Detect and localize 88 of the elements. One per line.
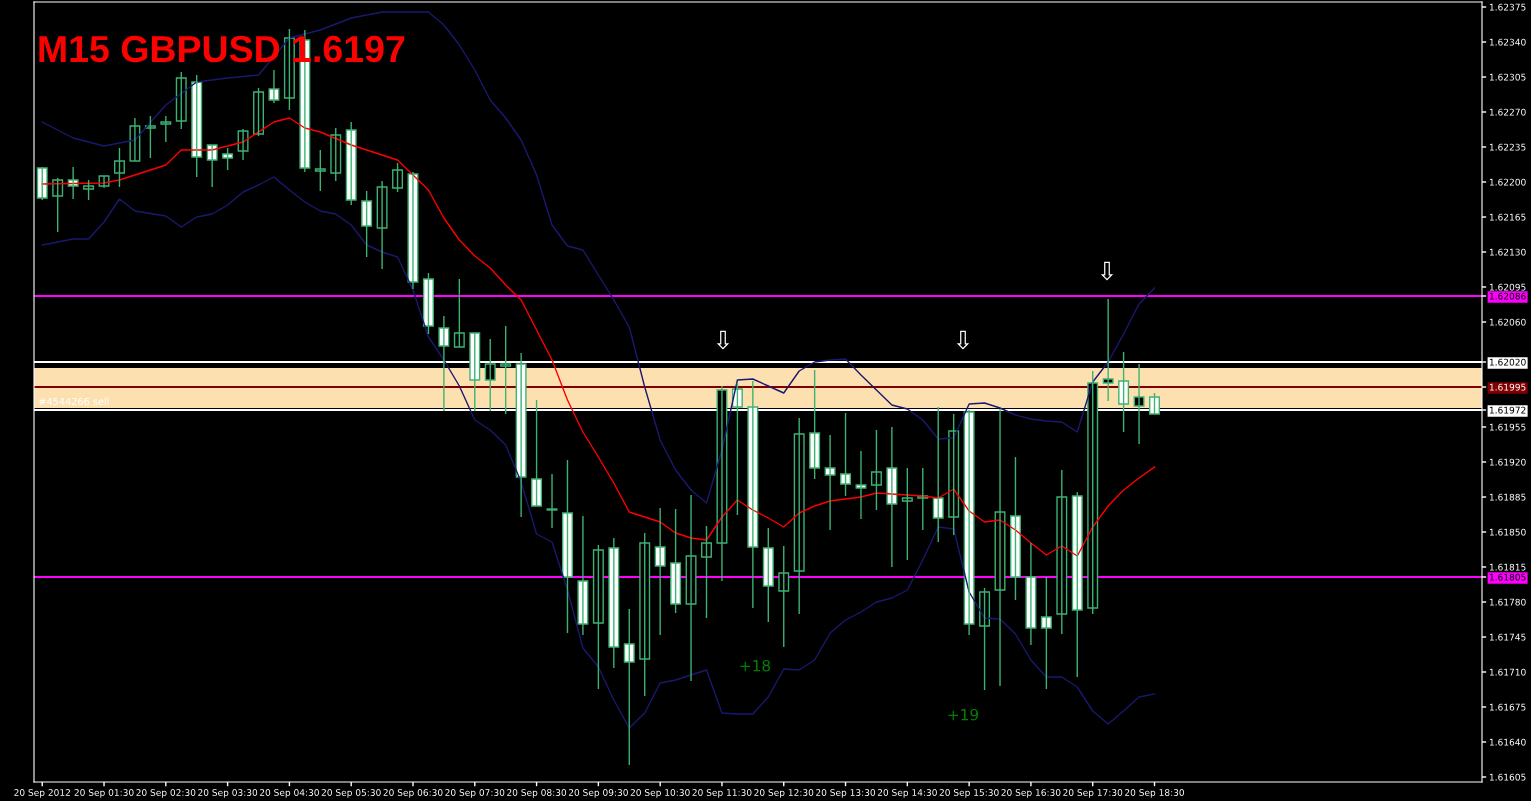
y-tick-label: 1.61675 [1489, 703, 1526, 711]
x-tick-label: 20 Sep 05:30 [321, 789, 381, 798]
candlestick [144, 115, 156, 159]
y-tick-label: 1.62340 [1489, 38, 1526, 46]
candlestick [253, 87, 264, 137]
candlestick [901, 467, 913, 561]
candlestick [778, 545, 790, 648]
y-tick-label: 1.62200 [1489, 178, 1526, 186]
y-tick-label: 1.62305 [1489, 73, 1526, 81]
x-tick-label: 20 Sep 01:30 [74, 789, 134, 798]
ref-line-label: #4544266 sell [39, 397, 109, 406]
candlestick [422, 272, 434, 335]
y-tick-label: 1.62270 [1489, 108, 1526, 116]
x-tick-label: 20 Sep 12:30 [754, 789, 814, 798]
candlestick [1040, 576, 1052, 690]
y-tick-label: 1.62130 [1489, 248, 1526, 256]
candlestick [670, 508, 682, 614]
x-tick-label: 20 Sep 14:30 [877, 789, 937, 798]
line-series [41, 176, 1156, 729]
y-tick-label: 1.61640 [1489, 738, 1526, 746]
candlestick [561, 459, 573, 634]
candlestick [222, 147, 234, 171]
candlestick [762, 527, 774, 623]
candlestick [361, 190, 373, 258]
candlestick [793, 417, 805, 615]
line-series [41, 11, 1156, 504]
y-tick-label: 1.62020 [1489, 358, 1526, 366]
x-tick-label: 20 Sep 2012 [14, 789, 70, 798]
line-series [41, 117, 1156, 557]
x-tick-label: 20 Sep 04:30 [259, 789, 319, 798]
candlestick [392, 162, 404, 193]
candlestick [639, 532, 651, 697]
annotation: +18 [740, 659, 771, 672]
y-tick-label: 1.62375 [1489, 3, 1526, 11]
x-tick-label: 20 Sep 17:30 [1063, 789, 1123, 798]
candlestick [840, 412, 852, 497]
y-tick-label: 1.61955 [1489, 423, 1526, 431]
candlestick [453, 278, 465, 348]
candlestick [546, 473, 558, 529]
candlestick [870, 429, 882, 511]
y-tick-label: 1.62235 [1489, 143, 1526, 151]
annotation: ⇩ [1100, 261, 1114, 281]
candlestick [1102, 298, 1114, 402]
annotation: +19 [948, 708, 979, 721]
annotation: ⇩ [956, 330, 970, 350]
candlestick [592, 544, 604, 690]
x-tick-label: 20 Sep 02:30 [136, 789, 196, 798]
y-tick-label: 1.61710 [1489, 668, 1526, 676]
x-tick-label: 20 Sep 09:30 [568, 789, 628, 798]
y-tick-label: 1.61850 [1489, 528, 1526, 536]
candlestick [824, 434, 836, 531]
candlestick [83, 179, 95, 201]
x-tick-label: 20 Sep 13:30 [816, 789, 876, 798]
candlestick [701, 525, 712, 619]
x-tick-label: 20 Sep 10:30 [630, 789, 690, 798]
y-tick-label: 1.61972 [1489, 406, 1526, 414]
candlestick [1009, 456, 1021, 601]
candlestick [314, 149, 326, 192]
candlestick [330, 127, 342, 182]
annotation: ⇩ [716, 330, 730, 350]
x-tick-label: 20 Sep 07:30 [445, 789, 505, 798]
x-tick-label: 20 Sep 18:30 [1125, 789, 1185, 798]
y-tick-label: 1.61920 [1489, 458, 1526, 466]
candlestick [1071, 491, 1083, 678]
x-tick-label: 20 Sep 15:30 [939, 789, 999, 798]
y-tick-label: 1.61805 [1489, 573, 1526, 581]
candlestick [484, 338, 496, 412]
y-tick-label: 1.61605 [1489, 773, 1526, 781]
y-tick-label: 1.62095 [1489, 283, 1526, 291]
y-tick-label: 1.62060 [1489, 318, 1526, 326]
y-tick-label: 1.61885 [1489, 493, 1526, 501]
y-tick-label: 1.61780 [1489, 598, 1526, 606]
candlestick [623, 608, 635, 766]
x-tick-label: 20 Sep 08:30 [507, 789, 567, 798]
candlestick [113, 147, 125, 188]
candlestick [500, 325, 512, 415]
x-tick-label: 20 Sep 16:30 [1001, 789, 1061, 798]
y-tick-label: 1.62165 [1489, 213, 1526, 221]
y-tick-label: 1.61745 [1489, 633, 1526, 641]
y-tick-label: 1.61995 [1489, 383, 1526, 391]
candlestick [36, 166, 48, 201]
candlestick [160, 115, 172, 143]
x-tick-label: 20 Sep 03:30 [198, 789, 258, 798]
x-tick-label: 20 Sep 11:30 [692, 789, 752, 798]
candlestick [345, 121, 357, 206]
y-tick-label: 1.62086 [1489, 292, 1526, 300]
x-tick-label: 20 Sep 06:30 [383, 789, 443, 798]
y-tick-label: 1.61815 [1489, 563, 1526, 571]
